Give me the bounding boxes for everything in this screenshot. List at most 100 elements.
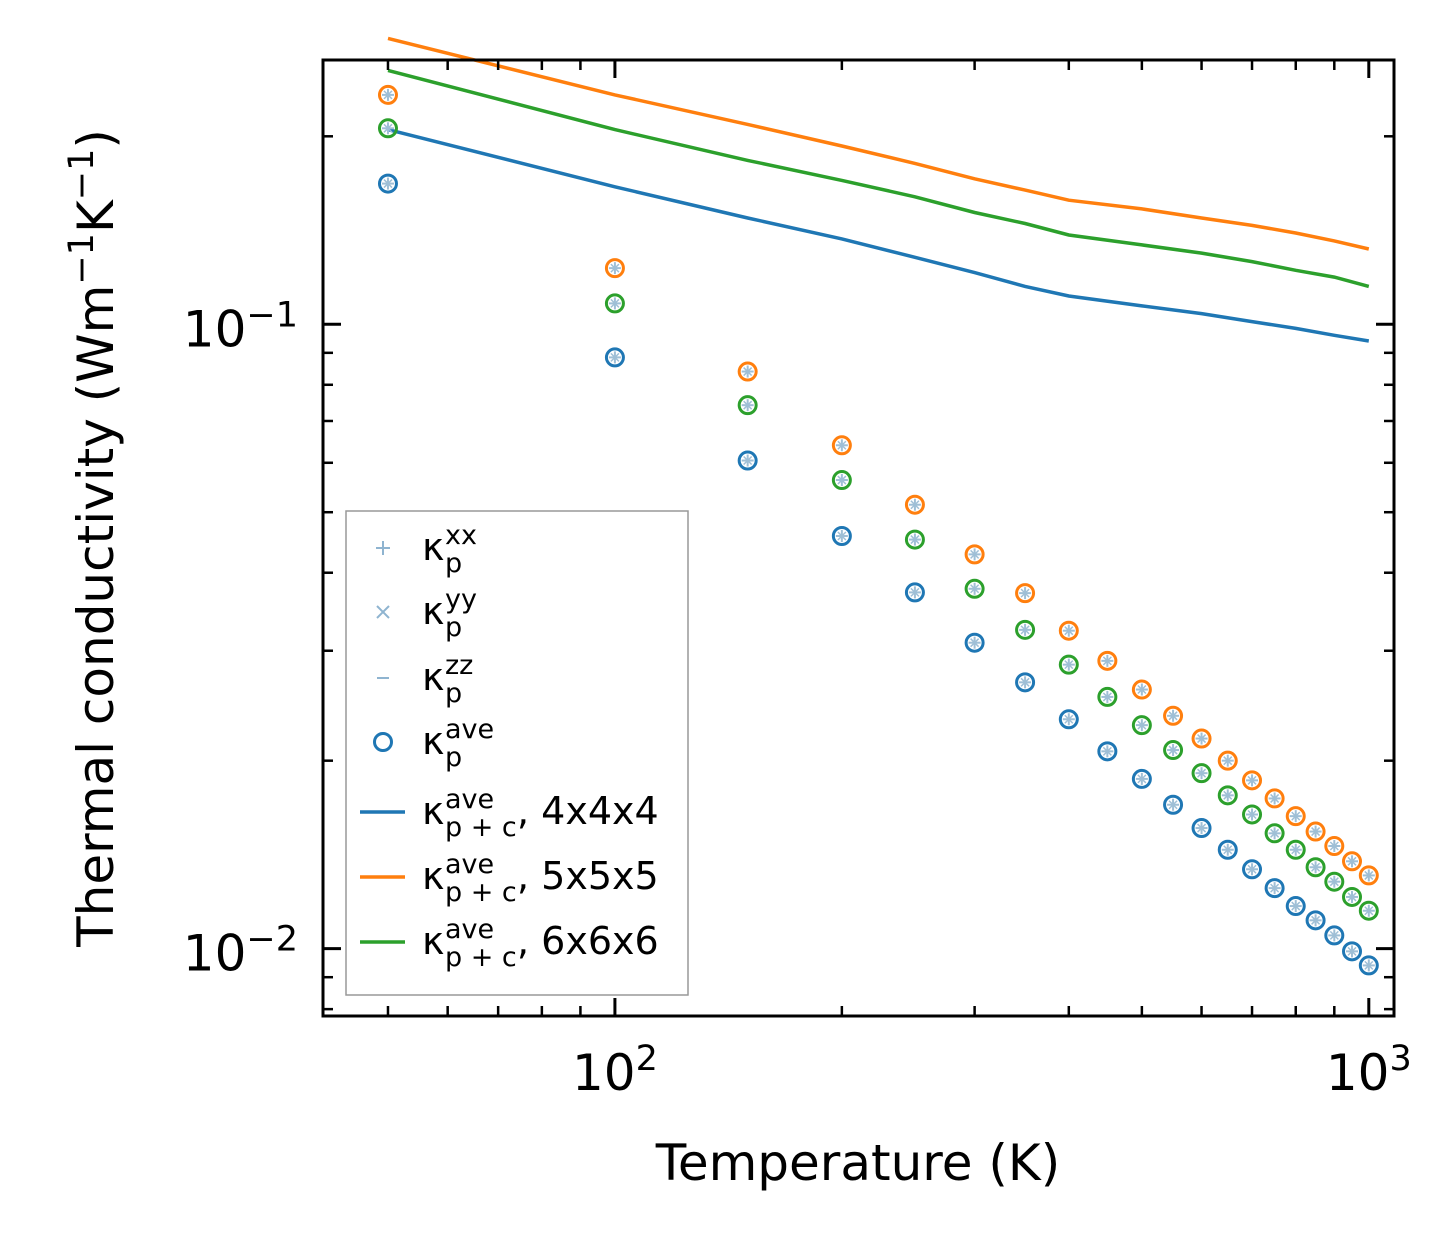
y-axis-label-sup2: −1 xyxy=(62,149,102,201)
marker-cross-b xyxy=(837,475,847,485)
marker-circle xyxy=(377,173,398,194)
marker-cross-b xyxy=(1168,711,1178,721)
marker-circle xyxy=(1342,886,1363,907)
data-point-6x6x6-950 xyxy=(1342,886,1363,907)
marker-circle xyxy=(1058,620,1079,641)
marker-cross-b xyxy=(1347,892,1357,902)
marker-cross-b xyxy=(1247,809,1257,820)
marker-circle xyxy=(1015,583,1036,604)
legend-sup: ave xyxy=(445,714,494,745)
legend-sub: p + c xyxy=(445,812,517,843)
marker-cross-b xyxy=(1291,811,1301,821)
data-point-6x6x6-750 xyxy=(1264,823,1285,844)
marker-circle xyxy=(1163,705,1184,726)
data-point-5x5x5-300 xyxy=(964,544,985,565)
data-point-4x4x4-200 xyxy=(831,526,852,547)
marker-cross-b xyxy=(1247,864,1257,874)
marker-circle xyxy=(1358,900,1379,921)
legend-entry-line4: κave p + c, 4x4x4 xyxy=(360,784,659,843)
legend-label: κxx p xyxy=(422,520,477,579)
marker-circle xyxy=(1285,896,1306,917)
marker-cross-b xyxy=(1064,626,1074,636)
data-point-4x4x4-650 xyxy=(1217,839,1238,860)
marker-circle xyxy=(377,118,398,139)
marker-circle xyxy=(1358,955,1379,976)
marker-cross-b xyxy=(1329,841,1339,851)
data-point-6x6x6-100 xyxy=(604,293,625,314)
y-tick-label-exp: −2 xyxy=(246,920,298,960)
marker-circle xyxy=(1305,821,1326,842)
marker-cross-b xyxy=(1270,883,1280,893)
marker-cross-b xyxy=(1064,714,1074,724)
marker-cross-b xyxy=(837,440,847,450)
marker-cross-b xyxy=(1102,692,1112,702)
data-point-5x5x5-650 xyxy=(1217,750,1238,771)
marker-circle xyxy=(1324,871,1345,892)
data-point-5x5x5-850 xyxy=(1305,821,1326,842)
marker-circle xyxy=(831,470,852,491)
marker-circle xyxy=(1342,941,1363,962)
marker-cross-b xyxy=(1270,793,1280,803)
marker-cross-b xyxy=(1223,790,1233,800)
data-point-4x4x4-950 xyxy=(1342,941,1363,962)
marker-cross-b xyxy=(1291,845,1301,855)
marker-circle xyxy=(1242,770,1263,791)
marker-circle xyxy=(1264,823,1285,844)
marker-circle xyxy=(1217,839,1238,860)
data-point-5x5x5-1000 xyxy=(1358,865,1379,886)
legend-sup: ave xyxy=(445,914,494,945)
legend-kappa: κ xyxy=(422,525,444,569)
data-point-4x4x4-850 xyxy=(1305,910,1326,931)
data-point-5x5x5-400 xyxy=(1058,620,1079,641)
legend-entry-ave: κave p xyxy=(373,714,494,773)
legend-frame xyxy=(345,510,689,996)
series-line-6x6x6 xyxy=(387,68,1370,289)
data-point-4x4x4-600 xyxy=(1191,818,1212,839)
marker-cross-b xyxy=(1247,775,1257,785)
marker-circle xyxy=(1015,619,1036,640)
data-point-6x6x6-300 xyxy=(964,578,985,599)
marker-cross-b xyxy=(610,352,620,362)
marker-circle xyxy=(904,529,925,550)
marker-cross-b xyxy=(1137,685,1147,695)
marker-cross-b xyxy=(1020,625,1030,635)
legend-label: κyy p xyxy=(422,584,477,643)
data-point-5x5x5-550 xyxy=(1163,705,1184,726)
x-tick-label-exp: 2 xyxy=(636,1039,658,1079)
marker-circle xyxy=(1097,686,1118,707)
marker-circle xyxy=(1358,865,1379,886)
legend-label: κave p + c, 4x4x4 xyxy=(422,784,659,843)
legend-sub: p xyxy=(445,678,462,709)
marker-circle xyxy=(1305,857,1326,878)
marker-cross-b xyxy=(1347,946,1357,956)
data-point-5x5x5-450 xyxy=(1097,650,1118,671)
marker-circle xyxy=(1324,836,1345,857)
marker-circle xyxy=(1131,679,1152,700)
data-point-4x4x4-150 xyxy=(737,450,758,471)
legend-label: κave p xyxy=(422,714,494,773)
data-point-5x5x5-750 xyxy=(1264,788,1285,809)
y-tick-label: 10−1 xyxy=(183,295,298,358)
data-point-4x4x4-300 xyxy=(964,632,985,653)
marker-circle xyxy=(1217,785,1238,806)
data-point-4x4x4-400 xyxy=(1058,709,1079,730)
data-point-6x6x6-700 xyxy=(1242,804,1263,825)
marker-circle xyxy=(1191,728,1212,749)
data-point-6x6x6-600 xyxy=(1191,763,1212,784)
marker-circle xyxy=(1058,709,1079,730)
data-point-6x6x6-1000 xyxy=(1358,900,1379,921)
marker-cross-b xyxy=(743,455,753,466)
series-line-4x4x4 xyxy=(387,127,1370,343)
marker-cross-b xyxy=(1197,734,1207,744)
marker-circle xyxy=(737,395,758,416)
x-tick-label-base: 10 xyxy=(1326,1044,1390,1102)
marker-circle xyxy=(1191,818,1212,839)
data-point-6x6x6-650 xyxy=(1217,785,1238,806)
legend-kappa: κ xyxy=(422,789,444,833)
marker-cross-b xyxy=(1064,660,1074,670)
data-point-6x6x6-900 xyxy=(1324,871,1345,892)
data-point-5x5x5-700 xyxy=(1242,770,1263,791)
marker-circle xyxy=(1264,878,1285,899)
axes-frame xyxy=(321,58,1396,1018)
data-point-5x5x5-200 xyxy=(831,435,852,456)
